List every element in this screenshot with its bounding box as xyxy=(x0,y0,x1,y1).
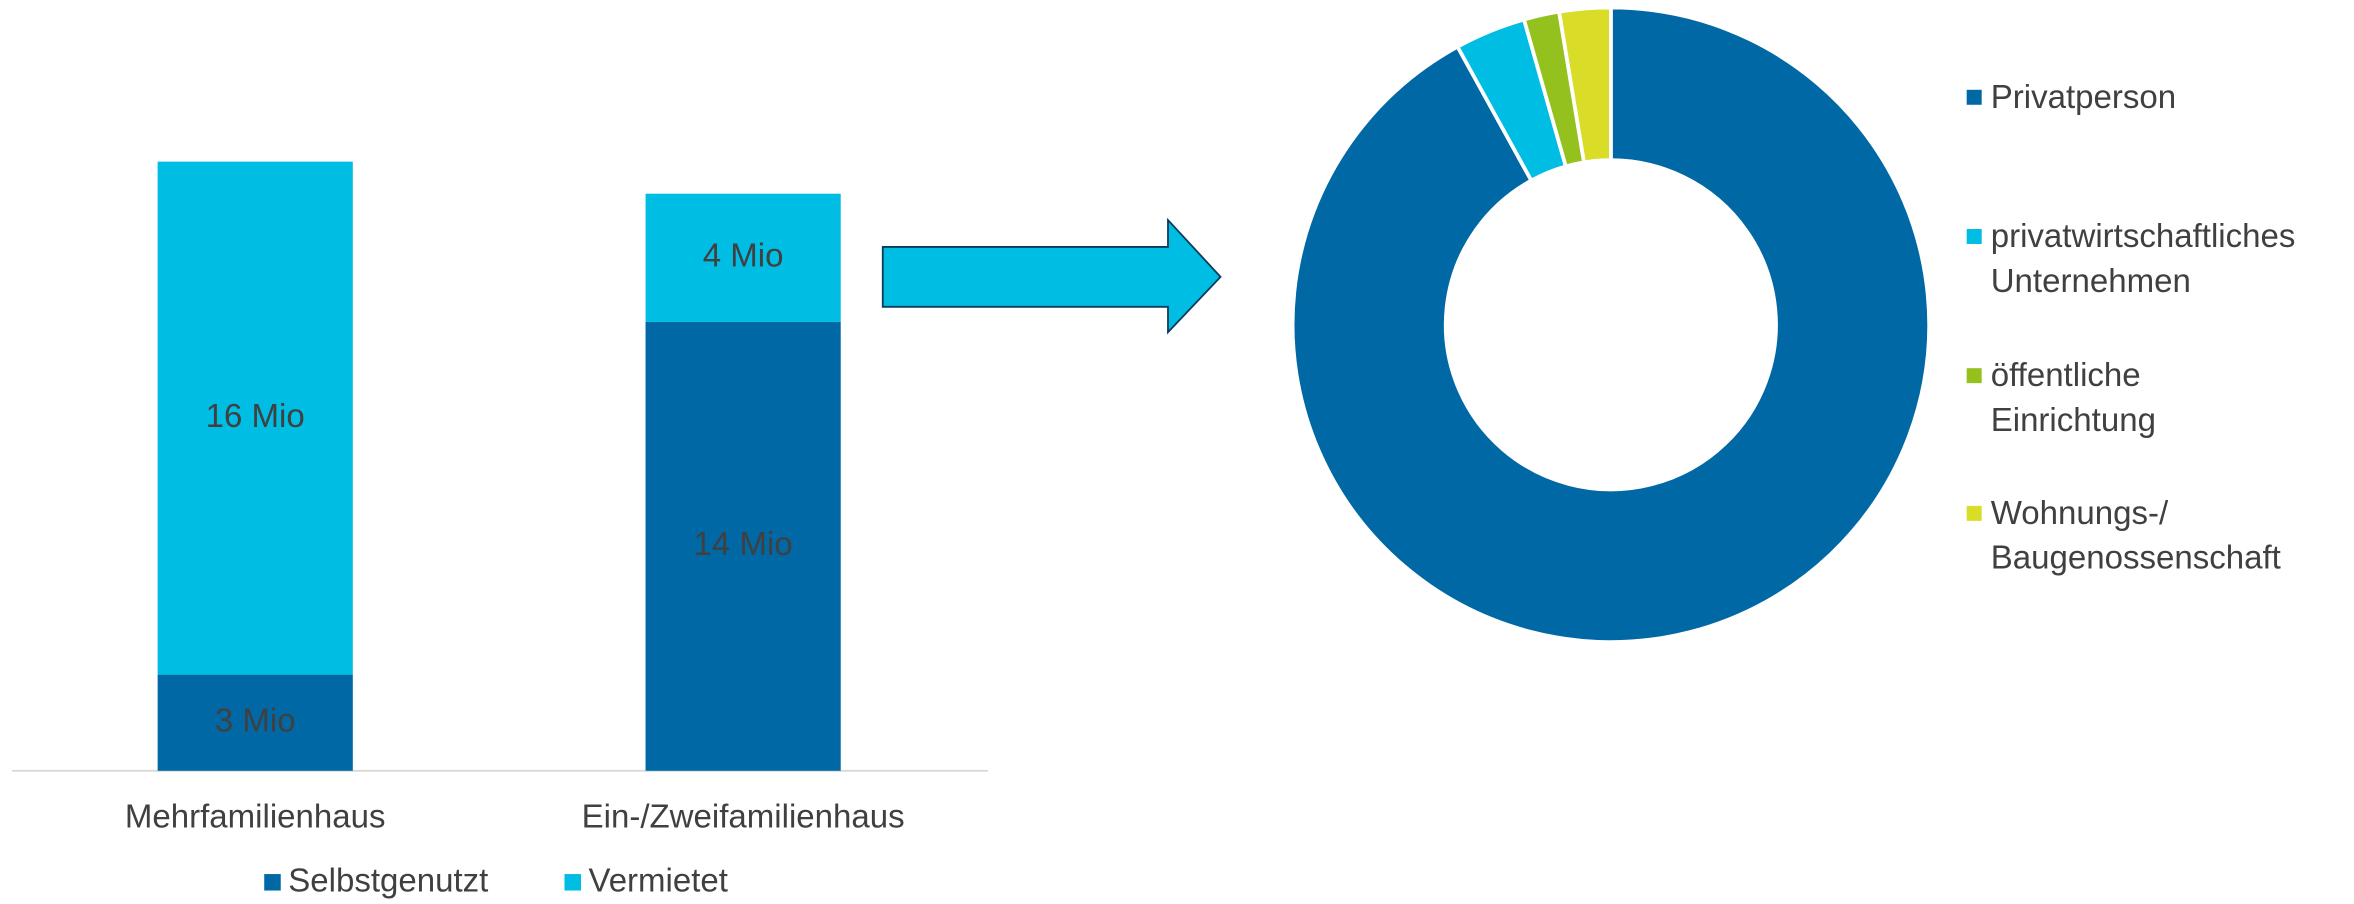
donut-slice xyxy=(1290,5,1931,644)
legend-label: Selbstgenutzt xyxy=(288,862,488,899)
legend-item: Privatperson xyxy=(1966,75,2177,120)
legend-swatch xyxy=(1966,505,1982,521)
legend-item: privatwirtschaftliches Unternehmen xyxy=(1966,214,2296,304)
legend-label: privatwirtschaftliches Unternehmen xyxy=(1990,217,2296,300)
legend-label: Privatperson xyxy=(1990,77,2177,116)
legend-swatch xyxy=(1966,368,1982,384)
arrow xyxy=(881,217,1222,335)
value-label: 14 Mio xyxy=(694,525,793,562)
bar-segment xyxy=(157,674,353,771)
bar-segment xyxy=(645,193,841,322)
legend-swatch xyxy=(1966,228,1982,244)
value-label: 4 Mio xyxy=(703,237,784,274)
legend-label: öffentliche Einrichtung xyxy=(1990,356,2156,439)
value-label: 16 Mio xyxy=(206,397,305,434)
legend-item: öffentliche Einrichtung xyxy=(1966,353,2156,443)
legend-label: Wohnungs-/ Baugenossenschaft xyxy=(1990,493,2281,577)
x-tick-label: Mehrfamilienhaus xyxy=(125,797,386,834)
legend-swatch xyxy=(264,874,281,891)
legend-swatch xyxy=(564,874,581,891)
bar-segment xyxy=(157,161,353,675)
bar-segment xyxy=(645,321,841,771)
x-tick-label: Ein-/Zweifamilienhaus xyxy=(582,797,905,834)
legend-label: Vermietet xyxy=(589,862,728,899)
donut-slice xyxy=(1556,5,1613,165)
legend-item: Wohnungs-/ Baugenossenschaft xyxy=(1966,491,2281,581)
value-label: 3 Mio xyxy=(215,701,296,738)
legend-swatch xyxy=(1966,89,1982,105)
